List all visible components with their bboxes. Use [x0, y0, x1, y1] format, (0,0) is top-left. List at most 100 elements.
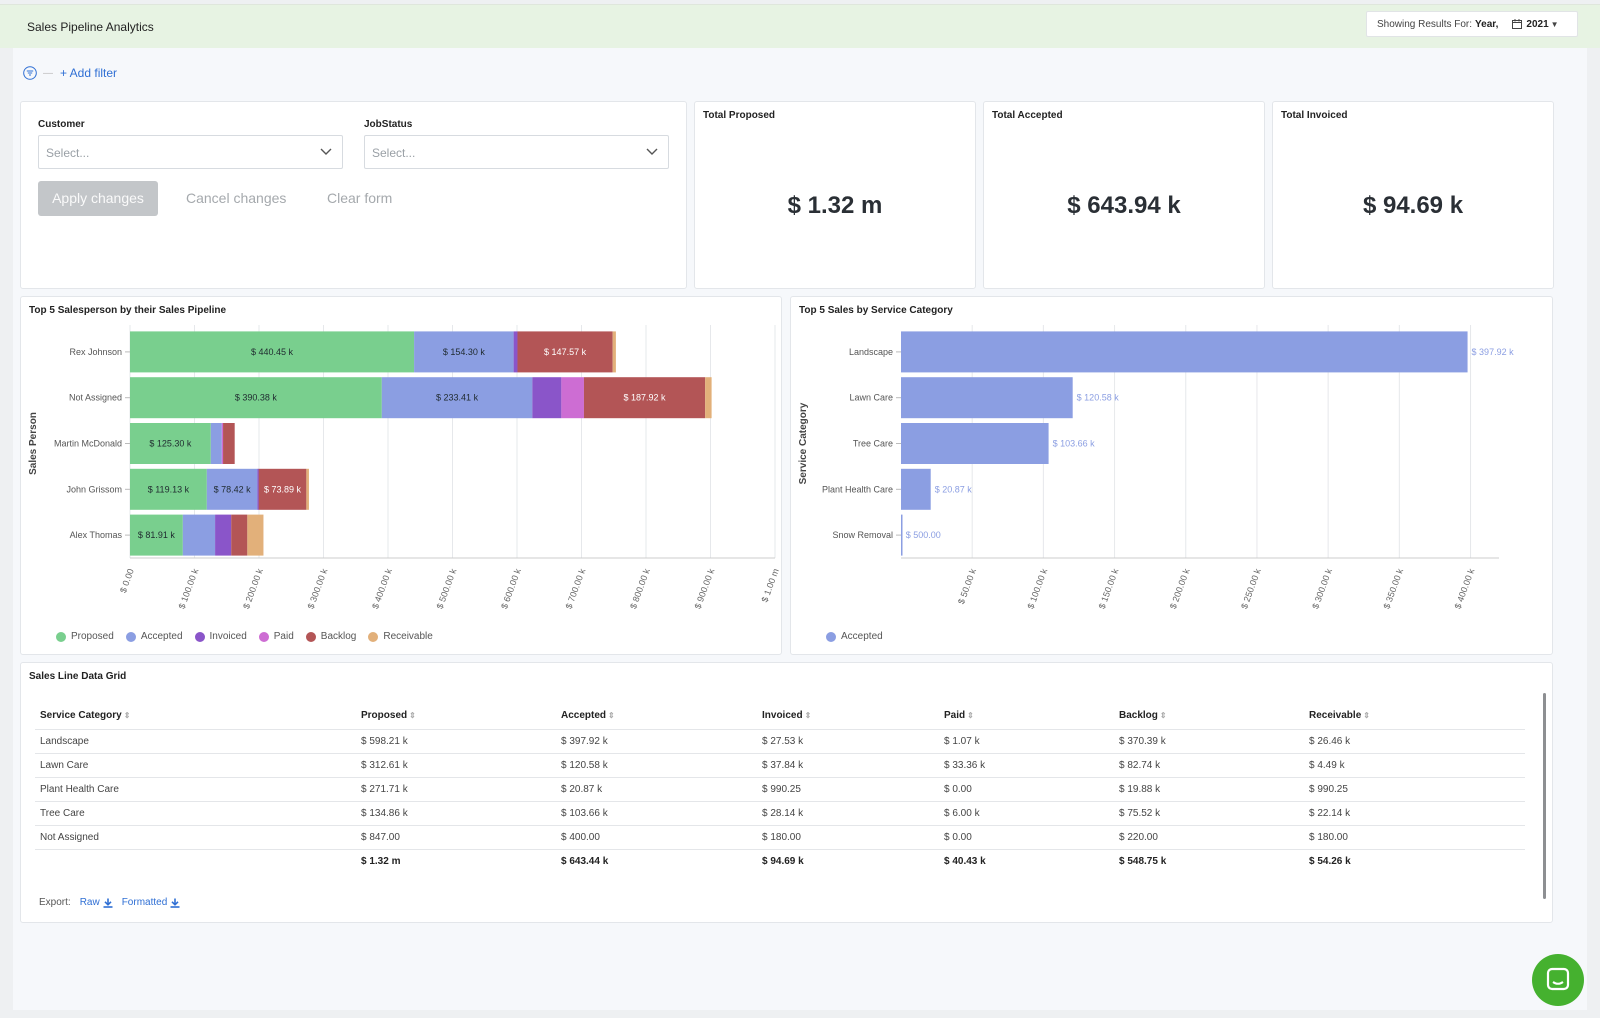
customer-select[interactable]: Select... — [38, 135, 343, 169]
bar-segment — [258, 468, 307, 510]
sort-icon[interactable]: ⇕ — [804, 711, 812, 721]
bar-segment — [583, 377, 706, 419]
kpi-total-accepted: Total Accepted $ 643.94 k — [983, 101, 1265, 289]
bar-segment — [532, 377, 562, 419]
filter-divider: — — [43, 67, 53, 79]
total-cell: $ 40.43 k — [944, 855, 986, 867]
table-cell: $ 27.53 k — [757, 729, 939, 754]
column-header[interactable]: Backlog ⇕ — [1114, 703, 1304, 730]
y-axis-label: Service Category — [798, 402, 809, 484]
kpi-label: Total Proposed — [703, 110, 776, 121]
table-cell: $ 120.58 k — [556, 753, 757, 778]
table-cell: $ 990.25 — [757, 777, 939, 802]
legend-item[interactable]: Backlog — [305, 631, 356, 642]
bar-segment — [221, 423, 224, 464]
bar-segment — [381, 377, 533, 419]
data-label: $ 81.91 k — [138, 530, 176, 540]
legend-label: Receivable — [383, 631, 433, 642]
y-tick-label: Plant Health Care — [822, 484, 893, 494]
table-cell: Plant Health Care — [35, 777, 356, 802]
y-tick-label: Rex Johnson — [69, 347, 122, 357]
column-header[interactable]: Invoiced ⇕ — [757, 703, 939, 730]
grid-scrollbar[interactable] — [1543, 693, 1546, 899]
grid-title: Sales Line Data Grid — [29, 671, 127, 682]
kpi-value: $ 643.94 k — [1067, 192, 1181, 219]
legend-item[interactable]: Receivable — [368, 631, 433, 642]
legend-item[interactable]: Accepted — [125, 631, 183, 642]
kpi-value: $ 94.69 k — [1362, 192, 1464, 219]
column-header[interactable]: Paid ⇕ — [939, 703, 1114, 730]
chevron-down-icon: ▼ — [1550, 19, 1559, 29]
filter-icon[interactable] — [23, 66, 37, 80]
legend-item[interactable]: Accepted — [826, 631, 883, 642]
table-cell: $ 37.84 k — [757, 753, 939, 778]
chevron-down-icon — [646, 148, 658, 155]
x-tick-label: $ 400.00 k — [370, 567, 394, 610]
x-tick-label: $ 250.00 k — [1239, 567, 1263, 610]
export-row: Export: Raw Formatted — [39, 897, 180, 908]
jobstatus-select[interactable]: Select... — [364, 135, 669, 169]
x-tick-label: $ 200.00 k — [1168, 567, 1192, 610]
bar-segment — [130, 423, 211, 464]
table-row: Lawn Care $ 312.61 k $ 120.58 k $ 37.84 k $ … — [35, 753, 1525, 778]
year-selector[interactable]: Showing Results For: Year, 2021 ▼ — [1366, 11, 1578, 37]
legend-swatch — [194, 631, 205, 642]
legend-swatch — [368, 631, 379, 642]
export-formatted-link[interactable]: Formatted — [122, 897, 181, 908]
x-tick-label: $ 900.00 k — [693, 567, 717, 610]
data-label: $ 103.66 k — [1053, 439, 1096, 449]
legend-label: Invoiced — [209, 631, 247, 642]
bar-segment — [130, 331, 415, 373]
y-tick-label: Tree Care — [853, 439, 893, 449]
table-row: Landscape $ 598.21 k $ 397.92 k $ 27.53 k $ … — [35, 729, 1525, 754]
legend-item[interactable]: Proposed — [56, 631, 114, 642]
download-icon — [170, 898, 180, 908]
total-cell: $ 54.26 k — [1309, 855, 1351, 867]
sort-icon[interactable]: ⇕ — [608, 711, 615, 721]
cancel-changes-button[interactable]: Cancel changes — [186, 190, 287, 206]
table-cell: $ 103.66 k — [556, 801, 757, 826]
clear-form-button[interactable]: Clear form — [327, 190, 393, 206]
y-tick-label: Alex Thomas — [70, 530, 123, 540]
chat-launcher-button[interactable] — [1532, 954, 1584, 1006]
sort-icon[interactable]: ⇕ — [409, 711, 416, 721]
bar-segment — [206, 468, 258, 510]
bar-segment — [215, 514, 232, 556]
add-filter-link[interactable]: + Add filter — [60, 66, 118, 80]
export-raw-label: Raw — [79, 897, 100, 908]
apply-changes-button[interactable]: Apply changes — [38, 181, 158, 216]
sort-icon[interactable]: ⇕ — [123, 711, 131, 721]
data-label: $ 78.42 k — [214, 484, 252, 494]
legend-swatch — [826, 631, 836, 642]
x-tick-label: $ 800.00 k — [628, 567, 652, 610]
column-header[interactable]: Proposed ⇕ — [356, 703, 556, 730]
table-cell: $ 26.46 k — [1304, 729, 1525, 754]
column-header[interactable]: Accepted ⇕ — [556, 703, 757, 730]
table-row: Plant Health Care $ 271.71 k $ 20.87 k $ 99… — [35, 777, 1525, 802]
chart-title: Top 5 Sales by Service Category — [799, 305, 953, 316]
year-value: 2021 — [1526, 18, 1549, 30]
x-tick-label: $ 200.00 k — [241, 567, 265, 610]
y-axis-label: Sales Person — [28, 412, 39, 475]
page-title: Sales Pipeline Analytics — [27, 20, 154, 34]
kpi-total-proposed: Total Proposed $ 1.32 m — [694, 101, 976, 289]
bar-segment — [130, 468, 207, 510]
column-header[interactable]: Receivable ⇕ — [1304, 703, 1525, 730]
sort-icon[interactable]: ⇕ — [1363, 711, 1370, 721]
customer-label: Customer — [38, 119, 85, 130]
bar-segment — [705, 377, 712, 419]
column-header[interactable]: Service Category ⇕ — [35, 703, 356, 730]
sort-icon[interactable]: ⇕ — [967, 711, 974, 721]
chart-legend: Proposed Accepted Invoiced Paid Backlog Recei… — [56, 631, 445, 642]
legend-item[interactable]: Invoiced — [194, 631, 247, 642]
data-label: $ 390.38 k — [235, 393, 278, 403]
table-cell: $ 180.00 — [757, 825, 939, 850]
x-tick-label: $ 400.00 k — [1453, 567, 1477, 610]
table-cell: $ 1.07 k — [939, 729, 1114, 754]
chart-title: Top 5 Salesperson by their Sales Pipelin… — [29, 305, 227, 316]
sort-icon[interactable]: ⇕ — [1159, 711, 1167, 721]
bar-segment — [517, 331, 613, 373]
table-cell: Tree Care — [35, 801, 356, 826]
legend-item[interactable]: Paid — [258, 631, 294, 642]
export-raw-link[interactable]: Raw — [80, 897, 113, 908]
